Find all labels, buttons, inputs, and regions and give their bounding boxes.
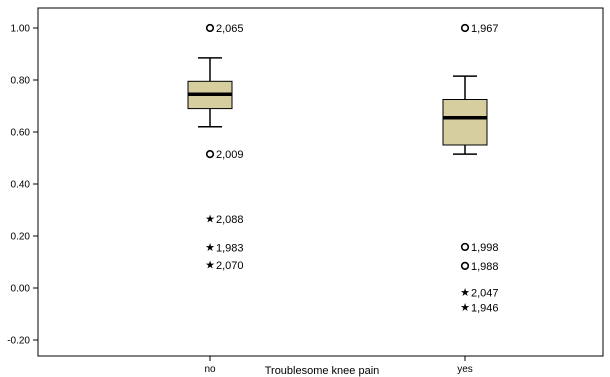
y-tick-label: 0.20 xyxy=(11,232,31,243)
outlier-label: 2,047 xyxy=(471,287,499,299)
outlier-circle xyxy=(460,23,470,33)
y-tick-label: 1.00 xyxy=(11,24,31,35)
outlier-circle xyxy=(460,261,470,271)
y-axis: 1.00 0.80 0.60 0.40 0.20 0.00 -0.20 xyxy=(7,24,38,347)
outlier-label: 1,983 xyxy=(216,243,244,255)
outlier-circle xyxy=(460,242,470,252)
outlier-label: 1,967 xyxy=(471,23,499,35)
outlier-star: ★ xyxy=(205,260,215,272)
y-tick-label: 0.00 xyxy=(11,284,31,295)
outlier-star: ★ xyxy=(205,242,215,254)
outlier-label: 1,988 xyxy=(471,261,499,273)
y-tick-label: 0.40 xyxy=(11,180,31,191)
outlier-star: ★ xyxy=(205,214,215,226)
x-axis-title: Troublesome knee pain xyxy=(265,365,380,377)
outlier-label: 2,065 xyxy=(216,23,244,35)
outlier-label: 2,070 xyxy=(216,260,244,272)
outlier-star: ★ xyxy=(460,287,470,299)
outlier-label: 1,998 xyxy=(471,242,499,254)
outlier-label: 2,088 xyxy=(216,214,244,226)
outlier-label: 2,009 xyxy=(216,149,244,161)
plot-frame xyxy=(37,7,604,357)
y-tick-label: -0.20 xyxy=(7,336,30,347)
x-axis: no yes xyxy=(204,356,473,375)
outlier-circle xyxy=(205,23,215,33)
outlier-label: 1,946 xyxy=(471,303,499,315)
box-iqr xyxy=(442,99,488,146)
y-tick-label: 0.80 xyxy=(11,76,31,87)
x-tick-label: yes xyxy=(457,364,473,375)
x-tick-label: no xyxy=(204,364,216,375)
outlier-star: ★ xyxy=(460,302,470,314)
y-tick-label: 0.60 xyxy=(11,128,31,139)
box-group-yes: 1,967 1,998 1,988 ★ 2,047★ 1,946 xyxy=(442,23,499,315)
outlier-circle xyxy=(205,150,215,159)
